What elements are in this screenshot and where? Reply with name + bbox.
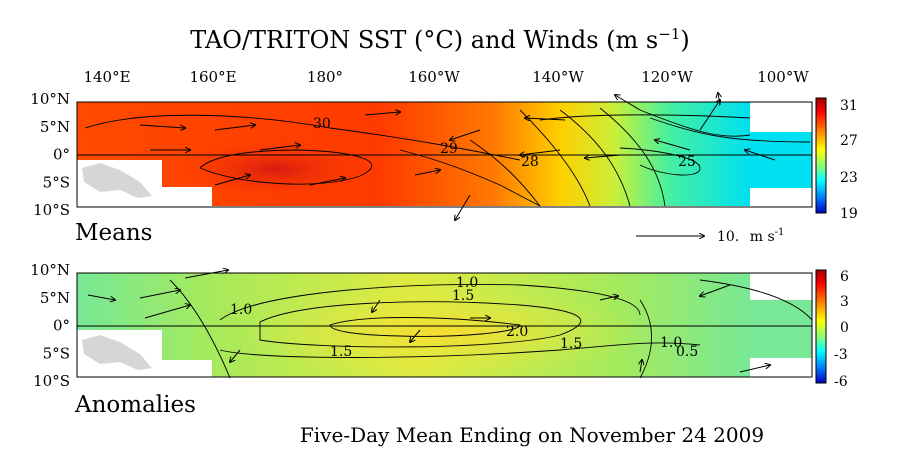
anomalies-y-tick-label: 10°N [30, 261, 70, 279]
anomalies-wind-vectors [87, 270, 770, 373]
x-axis-tick-labels: 140°E 160°E 180° 160°W 140°W 120°W 100°W [83, 68, 809, 86]
x-tick-label: 140°E [83, 68, 130, 86]
anomalies-colorbar-tick: 3 [840, 294, 849, 310]
contour-label: 1.5 [560, 336, 582, 352]
x-tick-label: 120°W [641, 68, 693, 86]
contour-label: 28 [521, 154, 539, 170]
means-y-tick-label: 5°N [40, 118, 70, 136]
contour-label: 2.0 [506, 324, 528, 340]
contour-label: 1.0 [660, 335, 682, 351]
means-colorbar-tick: 19 [840, 206, 858, 222]
contour-label: 29 [440, 141, 458, 157]
anomalies-y-tick-label: 5°N [40, 289, 70, 307]
means-label: Means [75, 220, 153, 246]
anomalies-y-tick-label: 5°S [43, 344, 70, 362]
means-y-tick-labels: 10°N 5°N 0° 5°S 10°S [30, 90, 70, 219]
contour-label: 0.5 [676, 344, 698, 360]
anomalies-y-tick-label: 0° [53, 317, 70, 335]
anomalies-y-tick-label: 10°S [33, 372, 70, 390]
chart-title: TAO/TRITON SST (°C) and Winds (m s−1) [190, 25, 690, 54]
anomalies-colorbar-tick: -6 [834, 374, 848, 390]
means-y-tick-label: 5°S [43, 173, 70, 191]
means-y-tick-label: 10°S [33, 201, 70, 219]
x-tick-label: 160°W [408, 68, 460, 86]
contour-label: 25 [678, 154, 696, 170]
anomalies-colorbar-tick: -3 [834, 347, 848, 363]
wind-scale-key: 10. m s-1 [636, 227, 784, 245]
anomalies-panel: 1.0 1.5 1.0 1.5 2.0 1.5 1.0 0.5 [76, 270, 813, 379]
means-colorbar: 31 27 23 19 [815, 97, 858, 222]
contour-label: 1.5 [330, 344, 352, 360]
anomalies-y-tick-labels: 10°N 5°N 0° 5°S 10°S [30, 261, 70, 390]
anomalies-colorbar: 6 3 0 -3 -6 [815, 269, 849, 390]
x-tick-label: 100°W [757, 68, 809, 86]
anomalies-contours [169, 279, 813, 379]
wind-key-label: 10. m s-1 [717, 227, 784, 245]
anomalies-colorbar-tick: 6 [840, 269, 849, 285]
x-tick-label: 180° [307, 68, 343, 86]
new-guinea-land [82, 335, 152, 370]
footer-caption: Five-Day Mean Ending on November 24 2009 [300, 423, 764, 447]
contour-label: 1.0 [456, 275, 478, 291]
anomalies-label: Anomalies [74, 392, 196, 418]
means-colorbar-tick: 23 [840, 170, 858, 186]
contour-label: 1.0 [230, 302, 252, 318]
contour-label: 30 [313, 116, 331, 132]
means-panel: 30 29 28 25 [76, 93, 813, 220]
contour-label: 1.5 [452, 288, 474, 304]
new-guinea-land [82, 163, 152, 198]
means-y-tick-label: 10°N [30, 90, 70, 108]
x-tick-label: 160°E [189, 68, 236, 86]
x-tick-label: 140°W [532, 68, 584, 86]
anomalies-colorbar-tick: 0 [840, 320, 849, 336]
means-wind-vectors [139, 93, 776, 220]
means-y-tick-label: 0° [53, 146, 70, 164]
means-colorbar-tick: 27 [840, 133, 858, 149]
means-colorbar-tick: 31 [840, 98, 858, 114]
